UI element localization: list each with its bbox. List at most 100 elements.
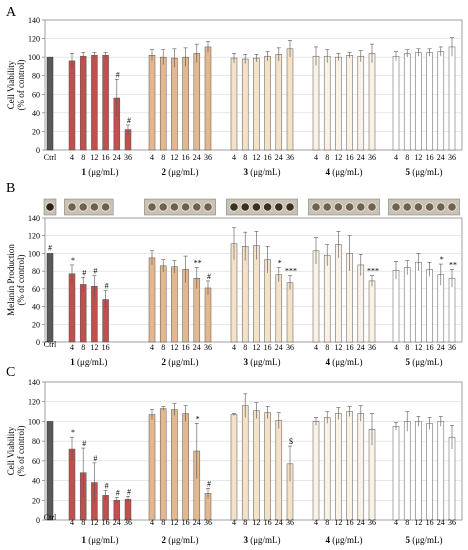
well-circle <box>274 202 284 212</box>
group-label: 1 (μg/mL) <box>70 357 107 367</box>
y-tick-label: 40 <box>32 477 40 486</box>
group-compound-number: 1 <box>81 167 86 177</box>
group-label: 5 (μg/mL) <box>405 535 442 545</box>
well-circle <box>158 202 168 212</box>
x-tick-label: 16 <box>426 153 434 162</box>
group-compound-number: 4 <box>325 535 330 545</box>
y-tick-label: 80 <box>32 72 40 81</box>
bar <box>159 408 167 521</box>
group-unit: (μg/mL) <box>86 535 119 545</box>
x-tick-label: 24 <box>437 518 445 527</box>
panel-letter: A <box>6 5 17 20</box>
bar <box>204 287 212 343</box>
significance-mark: # <box>127 116 131 125</box>
x-tick-label: 8 <box>405 153 409 162</box>
well-circle <box>424 202 435 212</box>
x-tick-label: 24 <box>357 343 365 352</box>
group-label: 2 (μg/mL) <box>161 167 198 177</box>
bar <box>368 280 376 343</box>
bar <box>159 265 167 343</box>
bar <box>171 266 178 343</box>
bar-control <box>46 421 54 521</box>
x-tick-label: 36 <box>368 343 376 352</box>
bar <box>415 52 422 151</box>
bar <box>448 46 456 151</box>
x-tick-label: 4 <box>314 518 318 527</box>
x-tick-label: 16 <box>264 518 272 527</box>
bar <box>357 55 365 151</box>
well-circle <box>311 202 321 212</box>
y-axis-label: Cell Viability(% of control) <box>6 426 26 477</box>
x-tick-label: 8 <box>405 343 409 352</box>
x-tick-label: 4 <box>70 153 74 162</box>
significance-mark: # <box>116 488 120 497</box>
significance-mark: * <box>71 256 75 265</box>
significance-mark: # <box>93 267 97 276</box>
significance-mark: *** <box>285 267 297 276</box>
bar <box>275 274 283 343</box>
x-tick-label: 16 <box>182 153 190 162</box>
group-unit: (μg/mL) <box>166 167 199 177</box>
x-tick-label: 16 <box>264 153 272 162</box>
bar <box>253 245 260 343</box>
y-tick-label: 80 <box>32 267 40 276</box>
group-label: 5 (μg/mL) <box>405 167 442 177</box>
x-tick-label: 36 <box>204 343 212 352</box>
bar <box>253 57 260 151</box>
bar <box>193 53 201 151</box>
group-unit: (μg/mL) <box>330 167 363 177</box>
x-tick-label: 8 <box>81 343 85 352</box>
x-tick-label: 12 <box>170 153 178 162</box>
group-compound-number: 3 <box>243 357 248 367</box>
y-tick-label: 120 <box>28 398 40 407</box>
x-tick-label: 16 <box>102 343 110 352</box>
bar <box>312 421 320 521</box>
x-tick-label: 4 <box>150 153 154 162</box>
bar-control <box>46 56 54 151</box>
y-tick-label: 100 <box>28 53 40 62</box>
significance-mark: * <box>278 259 282 268</box>
x-tick-label: 4 <box>314 343 318 352</box>
bar <box>148 55 156 151</box>
significance-mark: * <box>440 255 444 264</box>
bar <box>426 269 433 343</box>
group-label: 2 (μg/mL) <box>161 357 198 367</box>
group-label: 4 (μg/mL) <box>325 535 362 545</box>
y-tick-label: 80 <box>32 437 40 446</box>
bar <box>392 270 400 343</box>
x-tick-label: 24 <box>357 518 365 527</box>
bar-group-compound-1: 4 8 12 16 #24 #36 1 (μg/mL) <box>68 52 132 177</box>
x-tick-label: 24 <box>357 153 365 162</box>
x-tick-label: 8 <box>161 518 165 527</box>
bar-group-compound-3: 4 8 12 16 * 24 *** 36 3 (μg/mL) <box>230 227 297 367</box>
well-circle <box>101 202 111 212</box>
well-circle <box>147 202 157 212</box>
y-axis-label-line: Melanin Production <box>6 244 16 316</box>
bar <box>171 57 178 151</box>
group-label: 3 (μg/mL) <box>243 535 280 545</box>
group-compound-number: 1 <box>70 357 75 367</box>
well-circle <box>192 202 202 212</box>
y-tick-label: 120 <box>28 232 40 241</box>
bar <box>148 414 156 521</box>
bar-group-compound-4: 4 8 12 16 24***364 (μg/mL) <box>312 230 379 367</box>
bar <box>437 421 445 521</box>
group-label: 1 (μg/mL) <box>81 167 118 177</box>
bar <box>148 257 156 343</box>
x-tick-label: 12 <box>334 153 342 162</box>
well-circle <box>89 202 100 212</box>
x-tick-label: 4 <box>394 343 398 352</box>
bar <box>241 405 249 521</box>
bar <box>323 417 331 521</box>
significance-mark: # <box>105 481 109 490</box>
bar <box>392 426 400 521</box>
group-unit: (μg/mL) <box>410 535 443 545</box>
x-tick-label: 12 <box>252 343 260 352</box>
group-label: 3 (μg/mL) <box>243 357 280 367</box>
y-tick-label: 100 <box>28 417 40 426</box>
bar <box>264 55 271 151</box>
chart-panel-B: B 0 20 40 60 80 100 120 140 Melanin Production(% … <box>6 181 463 367</box>
bar <box>171 409 178 521</box>
well-circle <box>333 202 343 212</box>
well-circle <box>251 202 261 212</box>
